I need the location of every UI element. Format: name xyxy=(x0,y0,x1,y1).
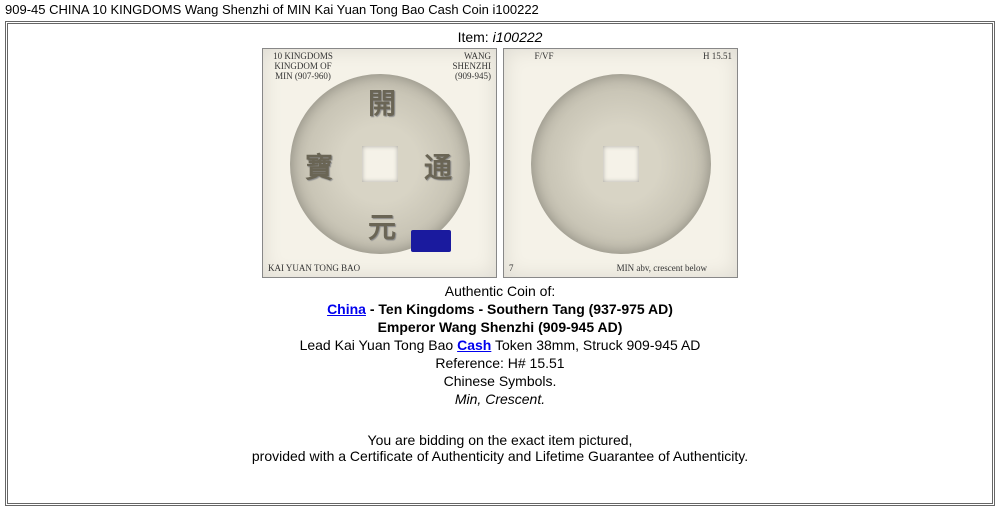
coin-reverse-holder: F/VF H 15.51 7 MIN abv, crescent below xyxy=(503,48,738,278)
coin-images-row: 10 KINGDOMS KINGDOM OF MIN (907-960) WAN… xyxy=(18,48,982,278)
obverse-note-bottom: KAI YUAN TONG BAO xyxy=(268,264,360,274)
token-line: Lead Kai Yuan Tong Bao Cash Token 38mm, … xyxy=(18,337,982,353)
lead-suffix: Token 38mm, Struck 909-945 AD xyxy=(491,337,700,353)
dynasty-text: - Ten Kingdoms - Southern Tang (937-975 … xyxy=(366,301,673,317)
item-number: i100222 xyxy=(493,29,543,45)
bid-line-2: provided with a Certificate of Authentic… xyxy=(18,448,982,464)
dynasty-line: China - Ten Kingdoms - Southern Tang (93… xyxy=(18,301,982,317)
obverse-note-top-right: WANG SHENZHI (909-945) xyxy=(431,52,491,82)
char-left: 寶 xyxy=(305,146,333,186)
item-label: Item: xyxy=(458,29,493,45)
lead-prefix: Lead Kai Yuan Tong Bao xyxy=(300,337,458,353)
reverse-note-top-left: F/VF xyxy=(509,52,579,62)
coin-reverse xyxy=(531,74,711,254)
reverse-note-bottom-left: 7 xyxy=(509,264,514,274)
authentic-label: Authentic Coin of: xyxy=(18,283,982,299)
char-bottom: 元 xyxy=(368,206,396,246)
reverse-note-top-right: H 15.51 xyxy=(672,52,732,62)
reference-line: Reference: H# 15.51 xyxy=(18,355,982,371)
emperor-line: Emperor Wang Shenzhi (909-945 AD) xyxy=(18,319,982,335)
item-line: Item: i100222 xyxy=(18,29,982,45)
coin-hole-obverse xyxy=(362,146,398,182)
page-title: 909-45 CHINA 10 KINGDOMS Wang Shenzhi of… xyxy=(0,0,1000,19)
char-right: 通 xyxy=(424,146,452,186)
char-top: 開 xyxy=(368,82,396,122)
china-link[interactable]: China xyxy=(327,301,366,317)
listing-box: Item: i100222 10 KINGDOMS KINGDOM OF MIN… xyxy=(5,21,995,506)
symbols-line: Chinese Symbols. xyxy=(18,373,982,389)
obverse-note-top-left: 10 KINGDOMS KINGDOM OF MIN (907-960) xyxy=(268,52,338,82)
bid-line-1: You are bidding on the exact item pictur… xyxy=(18,432,982,448)
blue-tag xyxy=(411,230,451,252)
coin-obverse-holder: 10 KINGDOMS KINGDOM OF MIN (907-960) WAN… xyxy=(262,48,497,278)
symbols-detail-line: Min, Crescent. xyxy=(18,391,982,407)
coin-obverse: 開 通 元 寶 xyxy=(290,74,470,254)
bidding-section: You are bidding on the exact item pictur… xyxy=(18,432,982,464)
reverse-note-bottom: MIN abv, crescent below xyxy=(617,264,707,274)
coin-hole-reverse xyxy=(603,146,639,182)
cash-link[interactable]: Cash xyxy=(457,337,491,353)
